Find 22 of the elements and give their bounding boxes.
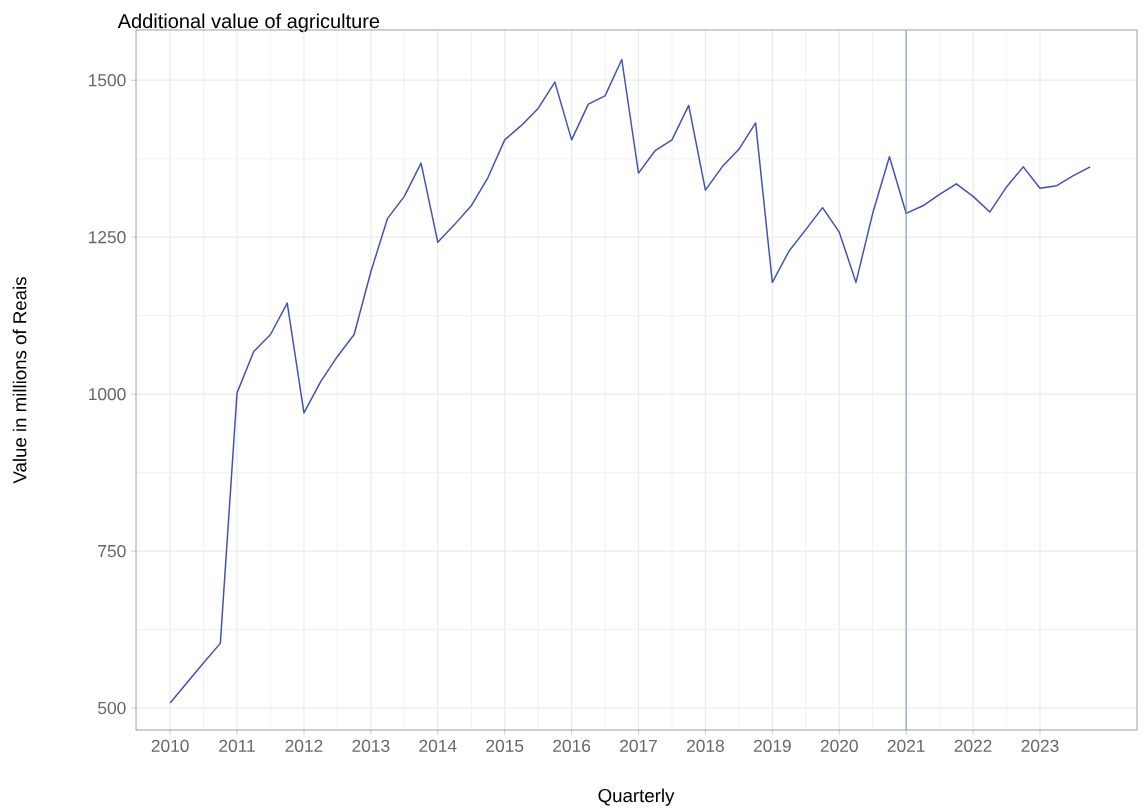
y-tick-label: 500 (98, 701, 126, 715)
x-tick-label: 2012 (285, 739, 323, 752)
x-tick-label: 2017 (620, 739, 657, 752)
x-tick-label: 2021 (887, 739, 925, 752)
x-tick-label: 2014 (419, 739, 457, 752)
y-tick-label: 750 (98, 544, 126, 558)
x-tick-label: 2020 (820, 739, 858, 752)
x-tick-label: 2011 (219, 739, 255, 752)
y-tick-label: 1250 (89, 231, 126, 244)
y-tick-label: 1500 (89, 74, 126, 87)
y-axis-title: Value in millions of Reais (12, 277, 27, 484)
x-tick-label: 2013 (352, 739, 390, 752)
x-tick-label: 2010 (151, 739, 189, 752)
x-axis-title: Quarterly (598, 788, 675, 806)
x-tick-label: 2016 (553, 739, 591, 752)
x-tick-label: 2019 (753, 739, 791, 752)
x-tick-label: 2022 (954, 739, 992, 752)
y-tick-label: 1000 (89, 387, 126, 401)
x-tick-label: 2023 (1021, 739, 1059, 752)
x-tick-label: 2015 (486, 739, 524, 752)
chart-title: Additional value of agriculture (117, 13, 380, 33)
x-tick-label: 2018 (687, 739, 724, 752)
